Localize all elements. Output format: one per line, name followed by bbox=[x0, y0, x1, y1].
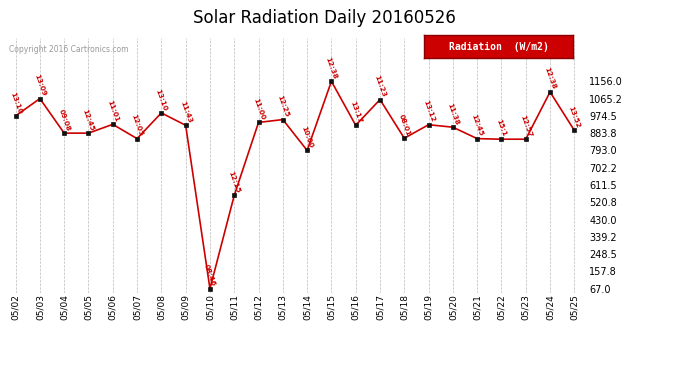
Text: 11:23: 11:23 bbox=[373, 75, 386, 98]
Text: 13:10: 13:10 bbox=[9, 91, 22, 114]
Text: 09:08: 09:08 bbox=[57, 108, 71, 132]
Text: 12:57: 12:57 bbox=[519, 114, 533, 138]
Text: 11:01: 11:01 bbox=[106, 99, 119, 123]
Text: 13:17: 13:17 bbox=[349, 100, 362, 124]
Text: 15:1: 15:1 bbox=[495, 119, 507, 138]
Text: 12:38: 12:38 bbox=[543, 67, 557, 90]
Text: 12:45: 12:45 bbox=[81, 108, 95, 132]
Text: 12:38: 12:38 bbox=[325, 56, 338, 80]
Text: 11:00: 11:00 bbox=[252, 98, 265, 121]
Text: Copyright 2016 Cartronics.com: Copyright 2016 Cartronics.com bbox=[9, 45, 129, 54]
Text: Solar Radiation Daily 20160526: Solar Radiation Daily 20160526 bbox=[193, 9, 455, 27]
Text: 10:00: 10:00 bbox=[300, 125, 314, 149]
Text: 13:52: 13:52 bbox=[568, 105, 581, 129]
Text: 11:38: 11:38 bbox=[446, 102, 460, 126]
Text: 08:46: 08:46 bbox=[203, 263, 217, 287]
Text: 12:45: 12:45 bbox=[471, 113, 484, 137]
Text: Radiation  (W/m2): Radiation (W/m2) bbox=[448, 42, 549, 51]
Text: 13:12: 13:12 bbox=[422, 100, 435, 123]
Text: 11:43: 11:43 bbox=[179, 100, 193, 124]
Text: 12:15: 12:15 bbox=[228, 170, 241, 194]
Text: 13:10: 13:10 bbox=[155, 88, 168, 111]
Text: 12:05: 12:05 bbox=[130, 113, 144, 137]
Text: 12:25: 12:25 bbox=[276, 94, 290, 118]
Text: 13:09: 13:09 bbox=[33, 74, 47, 97]
Text: 08:01: 08:01 bbox=[397, 113, 411, 137]
